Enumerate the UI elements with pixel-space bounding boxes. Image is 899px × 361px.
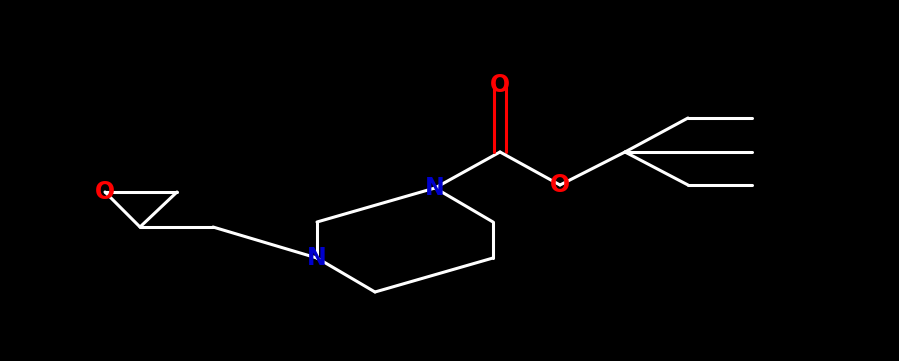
Text: N: N: [425, 176, 445, 200]
Text: N: N: [307, 246, 327, 270]
Text: O: O: [95, 180, 115, 204]
Text: O: O: [490, 73, 510, 97]
Text: O: O: [550, 173, 570, 197]
